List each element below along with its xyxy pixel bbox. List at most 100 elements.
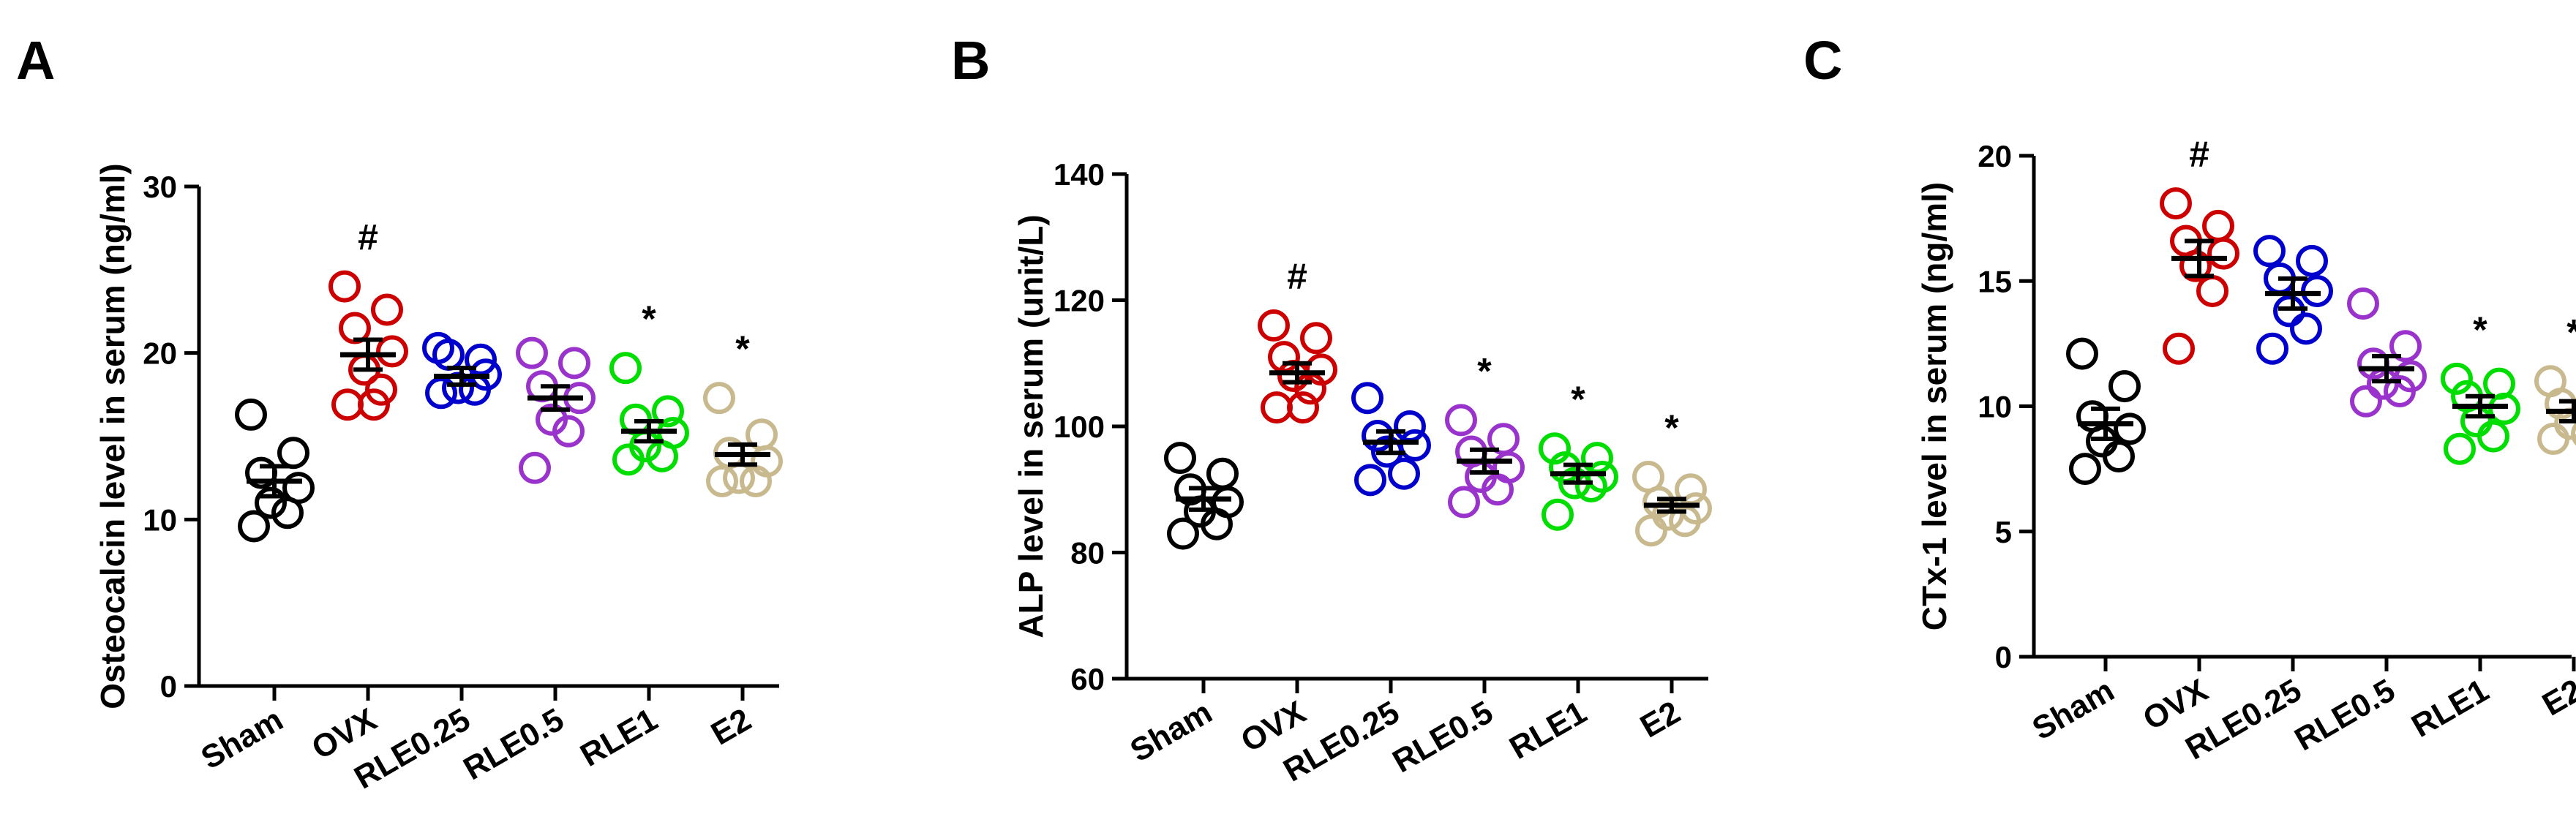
data-point (2196, 274, 2228, 307)
data-point (2537, 423, 2569, 456)
data-point (552, 415, 585, 448)
data-point (1448, 486, 1480, 519)
significance-annotation: # (2189, 134, 2209, 175)
data-point (425, 377, 457, 410)
y-tick-label: 0 (1995, 640, 2012, 674)
series-ovx: #OVX (1235, 256, 1337, 759)
data-point (331, 388, 364, 421)
data-point (2389, 330, 2422, 363)
data-point (706, 464, 738, 497)
series-e2: * E2 (1632, 407, 1712, 745)
data-point (358, 388, 390, 421)
data-point (2160, 187, 2192, 220)
data-point (740, 464, 772, 497)
data-point (1581, 442, 1613, 475)
series-sham: Sham (2027, 337, 2146, 747)
panel-letter: A (16, 30, 55, 91)
y-tick-label: 60 (1070, 662, 1105, 696)
data-point (2253, 235, 2286, 268)
data-point (2347, 287, 2379, 320)
significance-annotation: * (735, 328, 750, 369)
data-point (558, 347, 590, 380)
data-point (2109, 370, 2141, 403)
x-tick-label: Sham (1124, 694, 1218, 769)
data-point (271, 497, 304, 529)
data-point (2350, 385, 2382, 418)
significance-annotation: * (642, 298, 656, 339)
x-tick-label: Sham (195, 701, 289, 776)
data-point (1445, 404, 1477, 437)
y-tick-label: 15 (1978, 264, 2012, 298)
series-rle1: * RLE1 (1503, 379, 1618, 766)
data-point (339, 312, 371, 344)
y-tick-label: 10 (143, 502, 177, 537)
panel-a: A 0 10 20 30 Osteocalcin level in serum (ng/m… (16, 30, 783, 796)
y-axis-label: CTx-1 level in serum (ng/ml) (1915, 182, 1953, 630)
y-axis-label: ALP level in serum (unit/L) (1012, 214, 1050, 638)
series-e2: * E2 (703, 328, 783, 753)
data-point (2103, 440, 2135, 472)
data-point (2066, 337, 2098, 370)
y-tick-label: 30 (143, 170, 177, 204)
data-point (1258, 309, 1290, 342)
y-tick-label: 120 (1054, 284, 1105, 318)
y-tick-label: 80 (1070, 536, 1105, 570)
significance-annotation: * (1664, 407, 1679, 448)
x-tick-label: E2 (1634, 694, 1686, 745)
data-point (1394, 410, 1426, 442)
data-point (703, 382, 735, 415)
data-point (2163, 332, 2195, 365)
data-point (1482, 473, 1514, 506)
series-sham: Sham (1124, 442, 1244, 769)
x-tick-label: RLE0.5 (2288, 672, 2401, 758)
x-tick-label: E2 (705, 701, 757, 752)
data-point (235, 398, 267, 431)
y-tick-label: 0 (160, 669, 177, 704)
data-point (2114, 412, 2146, 445)
data-point (238, 510, 270, 543)
data-point (255, 486, 287, 519)
significance-annotation: * (2566, 312, 2576, 353)
significance-annotation: * (1571, 379, 1585, 420)
y-tick-label: 5 (1995, 515, 2012, 549)
data-point (2179, 249, 2212, 282)
data-point (2571, 422, 2576, 446)
data-point (328, 270, 361, 303)
data-point (1287, 391, 1319, 424)
y-axis-label: Osteocalcin level in serum (ng/ml) (94, 163, 132, 709)
data-point (2441, 362, 2473, 395)
series-rle1: * RLE1 (574, 298, 689, 774)
series-rle0-5: RLE0.5 (457, 336, 596, 787)
data-point (1351, 382, 1383, 415)
y-tick-label: 140 (1054, 157, 1105, 192)
significance-annotation: * (1477, 350, 1492, 391)
data-point (609, 352, 642, 385)
data-point (376, 335, 408, 368)
series-e2: * E2 (2534, 312, 2576, 723)
data-point (371, 293, 403, 326)
series-sham: Sham (195, 398, 315, 777)
data-point (2086, 425, 2118, 458)
data-point (2460, 405, 2493, 438)
panel-letter: B (951, 30, 990, 91)
x-tick-label: RLE1 (1503, 694, 1593, 766)
data-point (2290, 312, 2322, 345)
data-point (1354, 464, 1386, 497)
y-tick-label: 10 (1978, 390, 2012, 424)
data-point (277, 437, 309, 470)
data-point (1300, 322, 1332, 355)
series-ovx: #OVX (2137, 134, 2239, 737)
data-point (1635, 514, 1667, 547)
significance-annotation: # (1287, 256, 1307, 297)
data-point (2384, 374, 2416, 407)
data-point (2207, 237, 2239, 270)
panel-letter: C (1803, 30, 1842, 91)
x-tick-label: RLE1 (574, 701, 664, 774)
data-point (612, 443, 645, 476)
data-point (652, 395, 684, 428)
data-point (519, 451, 551, 484)
x-tick-label: RLE0.5 (457, 701, 570, 787)
data-point (2256, 332, 2288, 365)
x-tick-label: E2 (2536, 672, 2576, 723)
